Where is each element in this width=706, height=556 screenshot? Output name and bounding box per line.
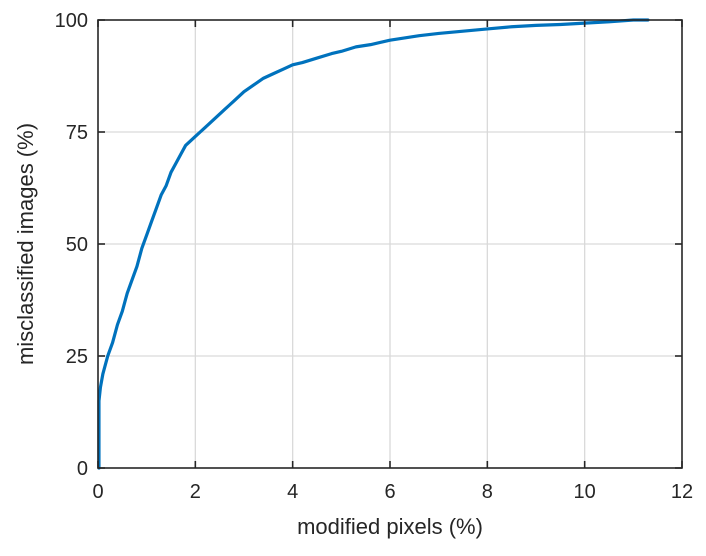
y-tick-label: 0 — [77, 458, 88, 480]
series-layer — [97, 18, 650, 470]
grid-lines — [98, 20, 682, 468]
y-axis-label: misclassified images (%) — [13, 123, 38, 365]
tick-labels: 0 2 4 6 8 10 12 0 25 50 75 100 — [55, 10, 694, 503]
y-tick-label: 100 — [55, 10, 88, 32]
series-line-1 — [97, 18, 650, 470]
x-tick-label: 10 — [574, 481, 596, 503]
x-tick-label: 6 — [384, 481, 395, 503]
x-tick-label: 4 — [287, 481, 298, 503]
x-axis-label: modified pixels (%) — [297, 514, 483, 539]
y-tick-label: 25 — [66, 346, 88, 368]
x-tick-label: 8 — [482, 481, 493, 503]
tick-marks — [97, 19, 683, 469]
x-tick-label: 2 — [190, 481, 201, 503]
x-tick-label: 12 — [671, 481, 693, 503]
y-tick-label: 50 — [66, 234, 88, 256]
y-tick-label: 75 — [66, 122, 88, 144]
x-tick-label: 0 — [92, 481, 103, 503]
